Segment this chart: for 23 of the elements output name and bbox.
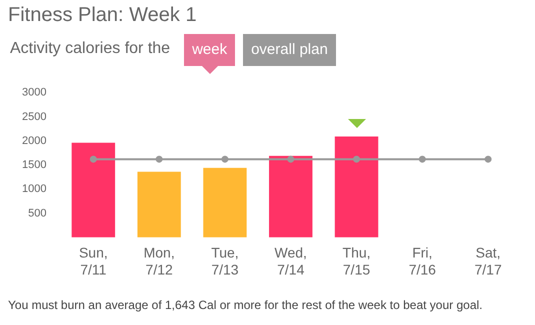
x-tick-label: Sun, 7/11 [78,244,108,278]
y-tick-label: 2500 [22,110,46,123]
text: week [184,34,236,66]
chart-subtitle: Activity calories for the [10,40,170,58]
y-tick-label: 2000 [22,134,46,147]
bar [72,142,116,238]
chart-title: Fitness Plan: Week 1 [8,4,197,27]
bar [334,136,378,238]
y-tick-label: 1000 [22,183,46,196]
x-tick-label: Mon, 7/12 [144,244,175,278]
text: You must burn an average of 1,643 Cal or more for the rest of the week to beat your goal. [8,298,483,312]
text: overall plan [243,34,336,66]
y-tick-label: 1500 [22,159,46,172]
y-tick-label: 500 [28,207,46,220]
x-tick-label: Tue, 7/13 [211,244,239,278]
bar [137,172,181,238]
y-tick-label: 3000 [22,86,46,99]
bar [269,156,312,238]
x-tick-label: Thu, 7/15 [342,244,371,278]
x-tick-label: Fri, 7/16 [408,244,436,278]
x-tick-label: Sat, 7/17 [474,244,502,278]
x-tick-label: Wed, 7/14 [274,244,307,278]
bar [203,168,247,238]
